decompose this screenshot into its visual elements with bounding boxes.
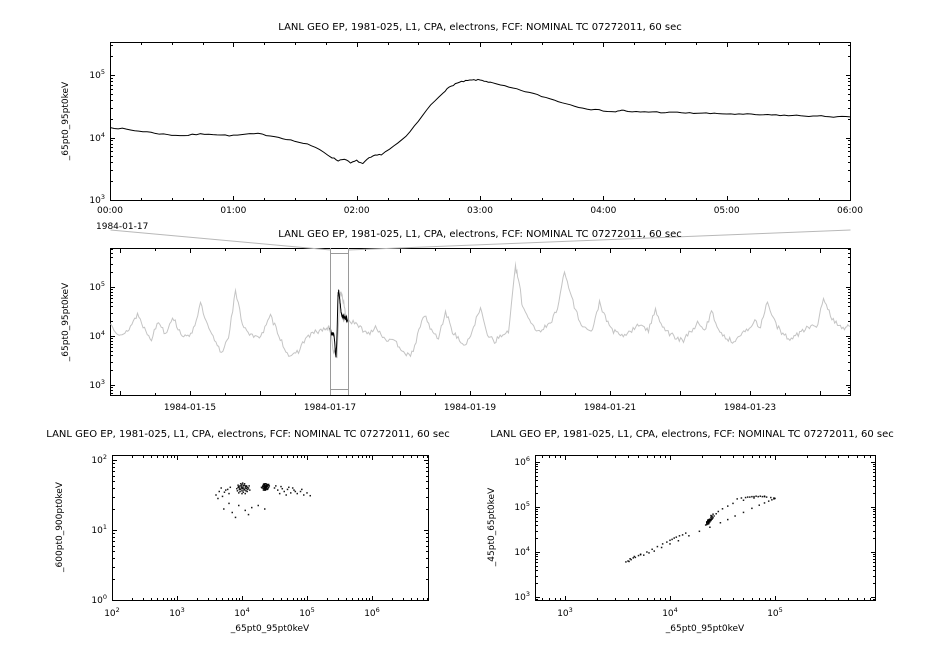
tick-label: 05:00 bbox=[713, 206, 740, 216]
tick-label: 1984-01-19 bbox=[443, 403, 497, 413]
tick-label: 1984-01-15 bbox=[163, 403, 217, 413]
tick-label: 105 bbox=[299, 606, 315, 619]
tick-label: 104 bbox=[89, 328, 105, 342]
tick-label: 103 bbox=[557, 606, 573, 619]
tick-label: 04:00 bbox=[590, 206, 617, 216]
overview-chart-title: LANL GEO EP, 1981-025, L1, CPA, electron… bbox=[278, 229, 682, 240]
scatter-right-x-axis-label: _65pt0_95pt0keV bbox=[665, 624, 745, 634]
tick-label: 103 bbox=[89, 192, 105, 206]
tick-label: 1984-01-17 bbox=[303, 403, 357, 413]
zoomed-chart-title: LANL GEO EP, 1981-025, L1, CPA, electron… bbox=[278, 22, 682, 33]
tick-label: 106 bbox=[514, 454, 530, 468]
tick-label: 103 bbox=[169, 606, 185, 619]
tick-label: 01:00 bbox=[220, 206, 247, 216]
tick-label: 105 bbox=[89, 67, 105, 81]
tick-label: 105 bbox=[514, 499, 530, 513]
x-axis-date-offset-label: 1984-01-17 bbox=[96, 222, 149, 232]
tick-label: 104 bbox=[89, 130, 105, 144]
tick-label: 03:00 bbox=[467, 206, 493, 216]
tick-label: 103 bbox=[514, 589, 530, 603]
tick-label: 106 bbox=[364, 606, 380, 619]
scatter-left-title: LANL GEO EP, 1981-025, L1, CPA, electron… bbox=[46, 429, 450, 440]
tick-label: 06:00 bbox=[837, 206, 863, 216]
tick-label: 02:00 bbox=[343, 206, 370, 216]
tick-label: 100 bbox=[91, 592, 107, 606]
zoomed-y-axis-label: _65pt0_95pt0keV bbox=[61, 81, 71, 161]
tick-label: 102 bbox=[91, 452, 107, 466]
tick-label: 104 bbox=[662, 606, 678, 619]
scatter-plot-area-45-65keV bbox=[535, 455, 875, 600]
time-selection-region[interactable] bbox=[329, 248, 348, 395]
tick-label: 1984-01-21 bbox=[583, 403, 637, 413]
zoomed-timeseries-plot-area[interactable] bbox=[110, 42, 850, 200]
overview-y-axis-label: _65pt0_95pt0keV bbox=[61, 282, 71, 362]
scatter-right-title: LANL GEO EP, 1981-025, L1, CPA, electron… bbox=[490, 429, 894, 440]
scatter-left-x-axis-label: _65pt0_95pt0keV bbox=[230, 624, 310, 634]
tick-label: 105 bbox=[767, 606, 783, 619]
tick-label: 1984-01-23 bbox=[723, 403, 777, 413]
tick-label: 104 bbox=[234, 606, 250, 619]
tick-label: 101 bbox=[91, 522, 107, 536]
scatter-right-y-axis-label: _45pt0_65pt0keV bbox=[487, 487, 497, 567]
tick-label: 104 bbox=[514, 544, 530, 558]
scatter-plot-area-600-900keV bbox=[112, 455, 428, 600]
tick-label: 102 bbox=[104, 606, 120, 619]
tick-label: 00:00 bbox=[97, 206, 123, 216]
scatter-left-y-axis-label: _600pt0_900pt0keV bbox=[55, 482, 65, 572]
overview-timeseries-plot-area[interactable] bbox=[110, 248, 850, 395]
tick-label: 105 bbox=[89, 279, 105, 293]
tick-label: 103 bbox=[89, 377, 105, 391]
